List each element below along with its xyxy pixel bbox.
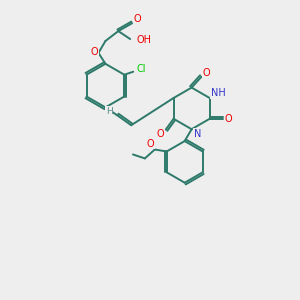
Text: O: O [203, 68, 210, 78]
Text: N: N [194, 129, 201, 139]
Text: O: O [157, 129, 164, 139]
Text: O: O [225, 114, 232, 124]
Text: O: O [133, 14, 141, 24]
Text: H: H [106, 107, 113, 116]
Text: O: O [91, 47, 98, 57]
Text: OH: OH [136, 35, 151, 45]
Text: O: O [147, 139, 154, 148]
Text: NH: NH [211, 88, 226, 98]
Text: Cl: Cl [136, 64, 146, 74]
